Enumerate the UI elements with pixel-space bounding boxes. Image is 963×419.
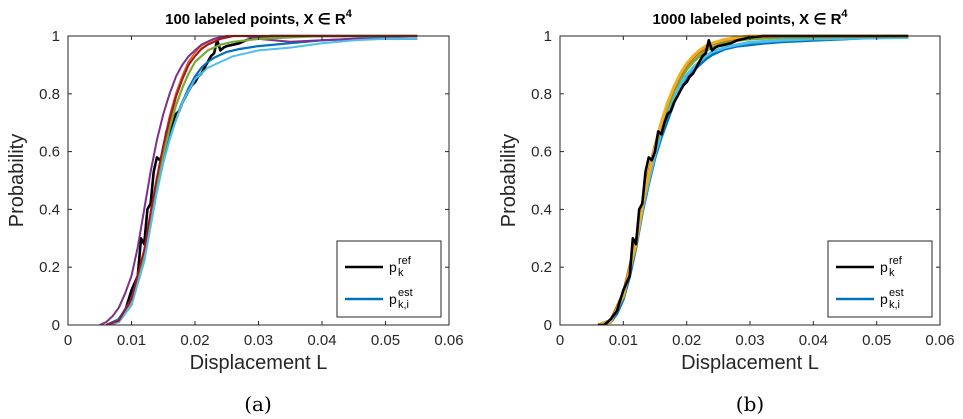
x-axis-label: Displacement L bbox=[681, 352, 819, 374]
y-tick-label: 0.8 bbox=[531, 86, 552, 103]
x-axis-label: Displacement L bbox=[190, 352, 328, 374]
chart-title-superscript: 4 bbox=[346, 8, 353, 20]
legend-entry-superscript: ref bbox=[889, 255, 903, 267]
series-group bbox=[597, 34, 909, 325]
series-line-extra-4 bbox=[99, 35, 418, 325]
y-tick-label: 0.6 bbox=[531, 144, 552, 161]
legend-entry-superscript: est bbox=[889, 287, 904, 299]
y-tick-label: 0.2 bbox=[531, 259, 552, 276]
y-axis-label: Probability bbox=[6, 134, 28, 227]
legend-entry-label: p bbox=[389, 259, 397, 275]
x-tick-label: 0.05 bbox=[862, 332, 891, 349]
legend-entry-label: p bbox=[880, 259, 888, 275]
x-tick-label: 0.06 bbox=[925, 332, 954, 349]
y-tick-label: 0.2 bbox=[39, 259, 60, 276]
legend-entry-superscript: est bbox=[398, 287, 413, 299]
chart-title: 100 labeled points, X ∈ R4 bbox=[165, 8, 353, 28]
x-tick-label: 0.03 bbox=[244, 332, 273, 349]
x-tick-label: 0.02 bbox=[180, 332, 209, 349]
series-line-extra-6 bbox=[105, 37, 418, 325]
x-tick-label: 0.03 bbox=[735, 332, 764, 349]
legend-entry-superscript: ref bbox=[398, 255, 412, 267]
series-line-p-k-ref bbox=[598, 34, 909, 325]
chart-title-main: 100 labeled points, X ∈ R bbox=[165, 11, 346, 28]
x-tick-label: 0 bbox=[556, 332, 564, 349]
legend-entry-subscript: k bbox=[889, 267, 895, 279]
chart-panel-2: 0 0.01 0.02 0.03 0.04 0.05 0.06 0 0.2 0.4 0.6 0.8 1 1… bbox=[498, 8, 955, 416]
series-group bbox=[99, 34, 418, 325]
y-tick-label: 1 bbox=[544, 28, 552, 45]
x-tick-label: 0.01 bbox=[609, 332, 638, 349]
x-tick-label: 0 bbox=[64, 332, 72, 349]
panel-caption: (b) bbox=[736, 392, 764, 416]
panel-caption: (a) bbox=[244, 392, 272, 416]
legend-entry-subscript: k bbox=[398, 267, 404, 279]
chart-title: 1000 labeled points, X ∈ R4 bbox=[652, 8, 848, 28]
y-tick-label: 0 bbox=[544, 317, 552, 334]
x-tick-label: 0.04 bbox=[799, 332, 828, 349]
y-tick-label: 0.8 bbox=[39, 86, 60, 103]
y-tick-label: 0.6 bbox=[39, 144, 60, 161]
chart-title-superscript: 4 bbox=[841, 8, 848, 20]
x-tick-label: 0.01 bbox=[117, 332, 146, 349]
legend-box bbox=[827, 240, 933, 318]
y-tick-label: 1 bbox=[52, 28, 60, 45]
legend-entry-label: p bbox=[880, 291, 888, 307]
x-tick-label: 0.05 bbox=[371, 332, 400, 349]
x-tick-label: 0.06 bbox=[434, 332, 463, 349]
x-tick-label: 0.04 bbox=[307, 332, 336, 349]
legend-entry-label: p bbox=[389, 291, 397, 307]
legend-entry-subscript: k,i bbox=[398, 299, 409, 311]
legend-box bbox=[336, 240, 442, 318]
chart-panel-1: 0 0.01 0.02 0.03 0.04 0.05 0.06 0 0.2 0.4 0.6 0.8 1 1… bbox=[6, 8, 464, 416]
legend-entry-subscript: k,i bbox=[889, 299, 900, 311]
y-tick-label: 0.4 bbox=[531, 201, 552, 218]
y-tick-label: 0.4 bbox=[39, 201, 60, 218]
x-tick-label: 0.02 bbox=[672, 332, 701, 349]
chart-title-main: 1000 labeled points, X ∈ R bbox=[652, 11, 841, 28]
y-axis-label: Probability bbox=[498, 134, 520, 227]
y-tick-label: 0 bbox=[52, 317, 60, 334]
